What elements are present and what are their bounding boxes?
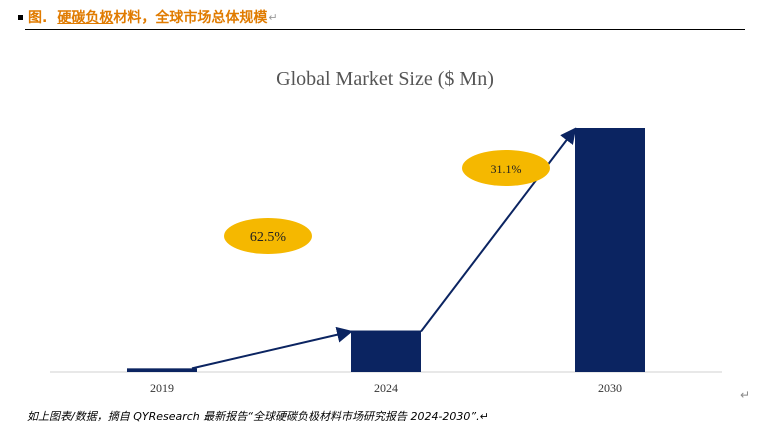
heading-underlined-term: 硬碳负极	[57, 10, 114, 26]
bullet-icon	[18, 14, 23, 20]
source-caption: 如上图表/数据，摘自 QYResearch 最新报告“全球硬碳负极材料市场研究报…	[27, 410, 489, 423]
x-tick-label-2019: 2019	[150, 381, 174, 395]
growth-badge-label-1: 62.5%	[250, 230, 287, 245]
growth-badge-1	[224, 218, 312, 254]
paragraph-mark-icon: ↵	[268, 10, 278, 24]
growth-badge-label-2: 31.1%	[491, 162, 522, 176]
x-tick-label-2024: 2024	[374, 381, 398, 395]
x-tick-label-2030: 2030	[598, 381, 622, 395]
bar-2024	[351, 330, 421, 372]
growth-badge-2	[462, 150, 550, 186]
bar-2019	[127, 368, 197, 372]
bar-2030	[575, 128, 645, 372]
growth-arrow-2	[420, 127, 577, 333]
market-size-chart: Global Market Size ($ Mn) 2019 2024 2030 6…	[50, 68, 722, 395]
growth-arrow-1	[191, 326, 353, 370]
chart-title: Global Market Size ($ Mn)	[276, 68, 494, 90]
figure-label: 图.	[28, 10, 48, 26]
paragraph-mark-icon: ↵	[740, 388, 751, 402]
figure-heading: 图. 硬碳负极 材料，全球市场总体规模 ↵	[18, 7, 278, 27]
heading-rule	[25, 29, 745, 30]
heading-text: 材料，全球市场总体规模	[113, 10, 268, 26]
